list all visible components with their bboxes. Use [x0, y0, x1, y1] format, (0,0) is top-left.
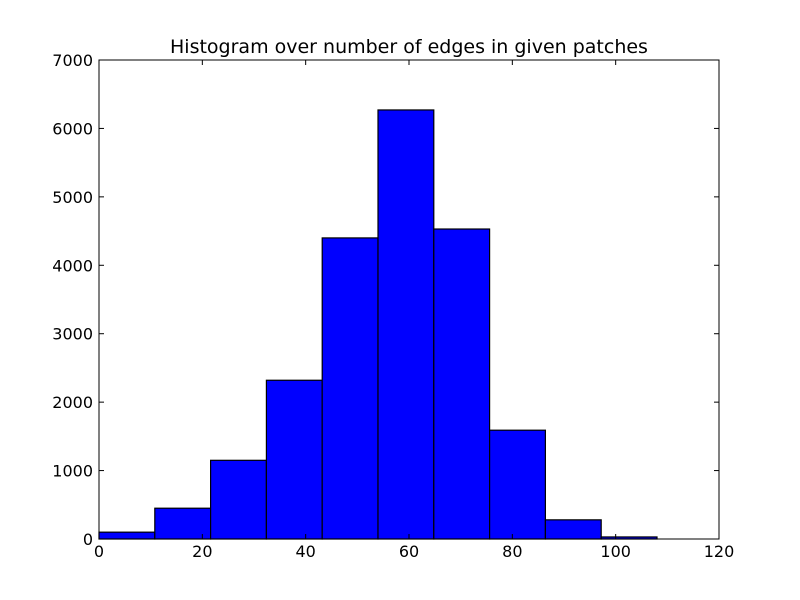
histogram-bar — [154, 507, 212, 540]
y-tick-label: 3000 — [52, 325, 93, 344]
y-tick-label: 4000 — [52, 256, 93, 275]
y-tick-label: 1000 — [52, 462, 93, 481]
histogram-bar — [433, 228, 491, 540]
y-tick-label: 7000 — [52, 51, 93, 70]
chart-title: Histogram over number of edges in given … — [170, 36, 648, 58]
x-tick-label: 20 — [192, 542, 212, 561]
bars-layer — [98, 109, 658, 540]
histogram-bar — [544, 519, 602, 540]
x-tick-label: 80 — [502, 542, 522, 561]
histogram-bar — [265, 379, 323, 540]
histogram-bar — [377, 109, 435, 540]
x-tick-label: 100 — [600, 542, 631, 561]
histogram-bar — [210, 459, 268, 540]
y-tick-label: 2000 — [52, 393, 93, 412]
histogram-bar — [321, 237, 379, 540]
axes-layer: 0 20 40 60 80 100 120 0 1000 2000 3000 4000 5000 6000… — [52, 51, 734, 561]
histogram-bar — [98, 531, 156, 540]
histogram-bar — [489, 429, 547, 540]
y-tick-label: 6000 — [52, 119, 93, 138]
y-tick-label: 0 — [83, 530, 93, 549]
x-tick-label: 60 — [399, 542, 419, 561]
x-tick-label: 0 — [94, 542, 104, 561]
x-tick-label: 120 — [704, 542, 735, 561]
y-tick-label: 5000 — [52, 188, 93, 207]
x-tick-label: 40 — [295, 542, 315, 561]
